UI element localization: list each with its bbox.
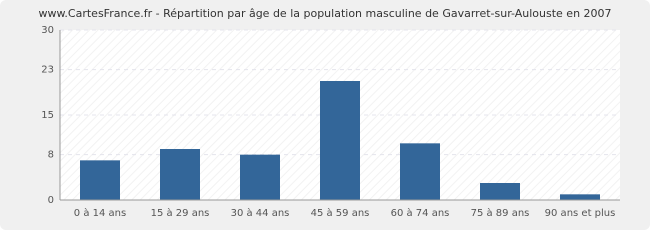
chart-title: www.CartesFrance.fr - Répartition par âg… <box>38 7 611 20</box>
bar <box>80 160 120 200</box>
x-tick-label: 15 à 29 ans <box>151 207 210 219</box>
x-tick-label: 60 à 74 ans <box>391 207 450 219</box>
x-tick-label: 90 ans et plus <box>545 208 616 219</box>
x-tick-label: 45 à 59 ans <box>311 207 370 219</box>
chart: www.CartesFrance.fr - Répartition par âg… <box>0 0 650 230</box>
y-tick-label: 0 <box>48 195 54 206</box>
bar <box>160 149 200 200</box>
bar <box>320 81 360 200</box>
x-tick-label: 75 à 89 ans <box>471 207 530 219</box>
bar <box>560 194 600 200</box>
y-tick-label: 30 <box>41 25 54 36</box>
x-tick-label: 30 à 44 ans <box>231 207 290 219</box>
y-tick-label: 15 <box>41 110 54 121</box>
y-tick-label: 23 <box>41 65 54 76</box>
bar <box>400 143 440 200</box>
y-tick-label: 8 <box>48 150 54 161</box>
x-tick-label: 0 à 14 ans <box>74 207 126 219</box>
bar <box>480 183 520 200</box>
bar <box>240 154 280 200</box>
